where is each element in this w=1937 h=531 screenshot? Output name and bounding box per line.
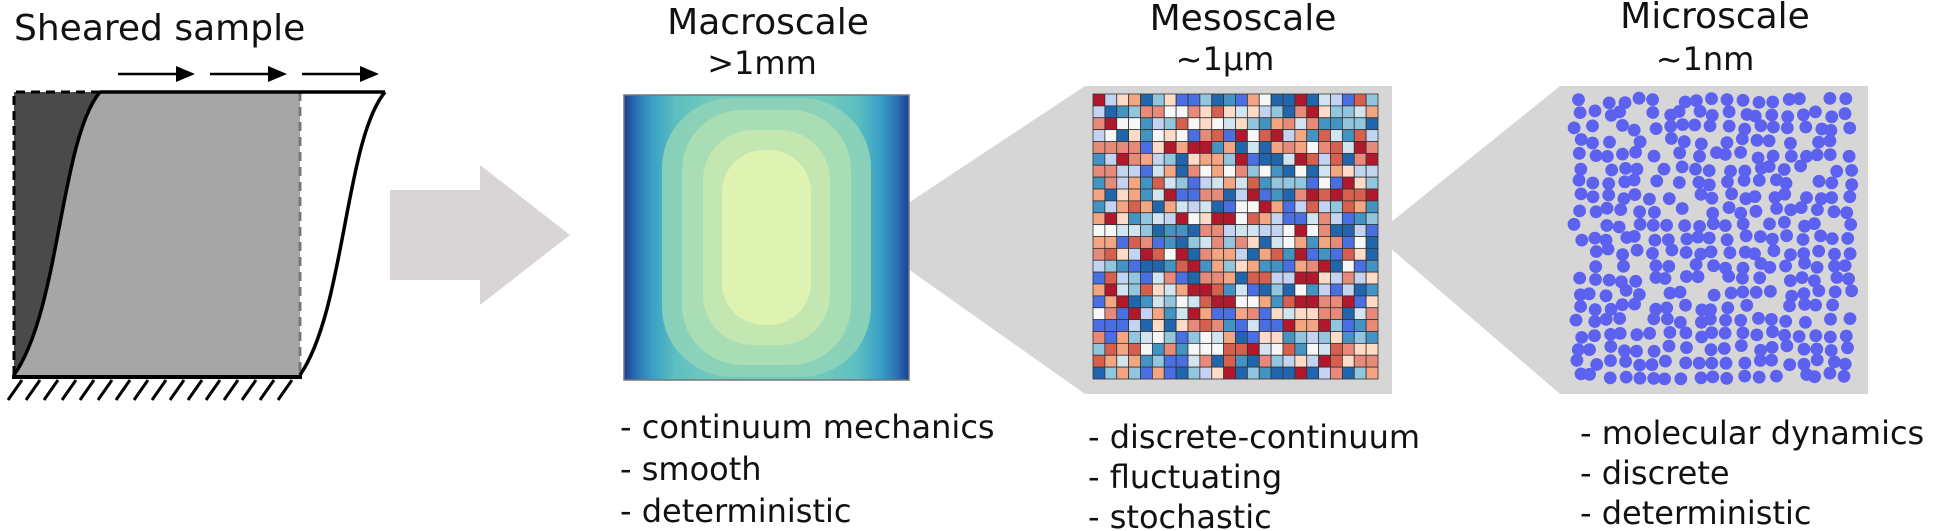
shear-arrows (118, 66, 379, 82)
meso-scale: ~1µm (1176, 40, 1275, 78)
sheared-sample: Sheared sample (6, 8, 387, 401)
micro-bullet-3: - deterministic (1580, 494, 1811, 531)
meso-bullet-1: - discrete-continuum (1088, 418, 1420, 456)
meso-bullet-3: - stochastic (1088, 498, 1272, 531)
sample-title: Sheared sample (14, 8, 305, 49)
ground-hatching (6, 379, 294, 401)
macro-title: Macroscale (667, 2, 869, 43)
microscale-panel: Microscale ~1nm - molecular dynamics - d… (1567, 0, 1924, 531)
micro-title: Microscale (1620, 0, 1810, 37)
micro-bullet-2: - discrete (1580, 454, 1730, 492)
meso-bullet-2: - fluctuating (1088, 458, 1282, 496)
meso-grid (1092, 93, 1379, 380)
sample-body (14, 92, 300, 375)
micro-scale: ~1nm (1656, 40, 1755, 78)
macro-bullet-2: - smooth (620, 450, 762, 488)
macro-bullet-3: - deterministic (620, 492, 851, 530)
macro-scale: >1mm (707, 44, 817, 82)
macro-bullet-1: - continuum mechanics (620, 408, 995, 446)
zoom-band-meso-to-micro (1375, 86, 1560, 394)
micro-particles (1567, 91, 1859, 386)
meso-title: Mesoscale (1150, 0, 1337, 39)
zoom-band-macro-to-meso (860, 86, 1085, 394)
flow-arrow (390, 165, 570, 305)
mesoscale-panel: Mesoscale ~1µm - discrete-continuum - fl… (1088, 0, 1420, 531)
micro-bullet-1: - molecular dynamics (1580, 414, 1924, 452)
macroscale-panel: Macroscale >1mm - continuum mechanics - … (620, 2, 995, 530)
